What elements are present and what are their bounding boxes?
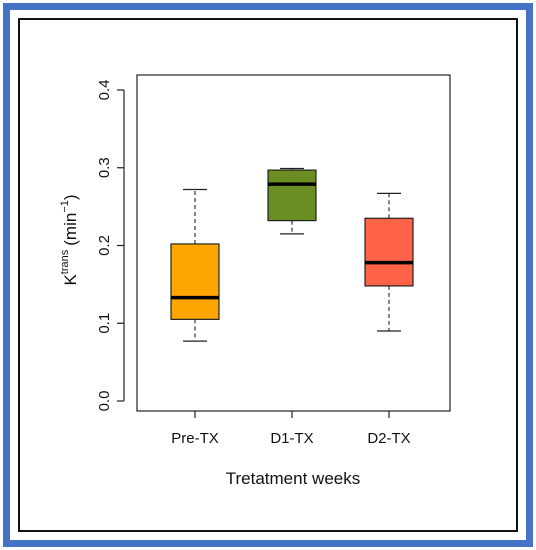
box-d2-tx: [364, 192, 414, 332]
y-axis-title-sup: trans: [59, 249, 71, 274]
iqr-box: [364, 217, 414, 287]
y-tick-label: 0.4: [96, 80, 113, 101]
x-axis: Pre-TX D1-TX D2-TX: [171, 411, 411, 447]
x-tick-label: D1-TX: [270, 430, 313, 447]
x-tick-label: D2-TX: [367, 430, 410, 447]
y-axis-title-unit: (min: [61, 213, 80, 246]
y-axis-title-base: K: [61, 274, 80, 286]
y-tick-label: 0.3: [96, 157, 113, 178]
iqr-box: [170, 243, 220, 320]
y-axis-title-close: ): [61, 194, 80, 200]
inner-frame: [18, 18, 518, 532]
x-axis-title: Tretatment weeks: [226, 469, 360, 488]
iqr-box: [267, 169, 317, 222]
box-pre-tx: [170, 188, 220, 342]
y-tick-label: 0.0: [96, 391, 113, 412]
x-tick-label: Pre-TX: [171, 430, 219, 447]
y-axis: 0.0 0.1 0.2 0.3 0.4: [96, 80, 125, 412]
y-axis-title-unit-sup: −1: [59, 200, 71, 213]
y-axis-title: Ktrans (min−1): [59, 194, 80, 285]
y-tick-label: 0.1: [96, 313, 113, 334]
plot-area-border: [136, 74, 451, 412]
y-tick-label: 0.2: [96, 235, 113, 256]
boxes-group: [170, 167, 414, 342]
box-d1-tx: [267, 167, 317, 235]
